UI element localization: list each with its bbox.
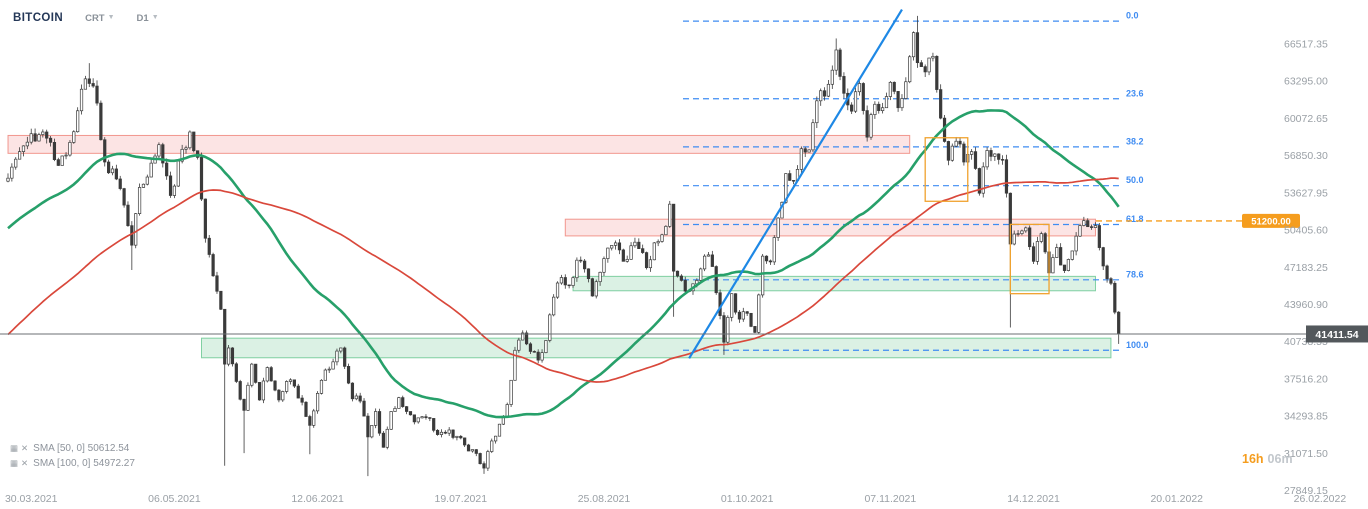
price-axis-label: 56850.30	[1284, 150, 1328, 162]
price-axis-label: 37516.20	[1284, 373, 1328, 385]
fibonacci-retracement[interactable]: 0.0 23.6 38.2 50.0 61.8 78.6 100.0	[683, 11, 1149, 351]
sma-100-line[interactable]	[7, 177, 1119, 383]
price-axis-label: 66517.35	[1284, 39, 1328, 51]
time-axis-label: 07.11.2021	[864, 493, 916, 505]
indicator-row-sma100: ▦ ✕ SMA [100, 0] 54972.27	[10, 456, 135, 471]
candlesticks	[6, 15, 1121, 477]
support-zone[interactable]	[201, 337, 1112, 359]
fib-label: 78.6	[1126, 269, 1144, 279]
chart-type-label: CRT	[85, 13, 105, 24]
price-axis[interactable]: 66517.35 63295.00 60072.65 56850.30 53627.95…	[1284, 39, 1328, 498]
time-axis-label: 30.03.2021	[5, 493, 58, 505]
indicator-row-sma50: ▦ ✕ SMA [50, 0] 50612.54	[10, 441, 135, 456]
price-axis-label: 63295.00	[1284, 76, 1328, 88]
zones	[7, 134, 1112, 359]
fib-label: 50.0	[1126, 175, 1144, 185]
countdown-hours: 16h	[1242, 452, 1264, 466]
indicator-name: SMA [100, 0]	[33, 458, 91, 469]
fib-label: 61.8	[1126, 214, 1144, 224]
chart-header: BITCOIN CRT ▼ D1 ▼	[13, 12, 159, 24]
indicator-remove-icon[interactable]: ✕	[21, 458, 29, 468]
price-alert-value: 51200.00	[1251, 216, 1291, 227]
price-axis-label: 34293.85	[1284, 411, 1328, 423]
fib-label: 23.6	[1126, 88, 1144, 98]
highlight-box[interactable]	[924, 137, 969, 202]
price-axis-label: 31071.50	[1284, 448, 1328, 460]
support-zone[interactable]	[572, 275, 1096, 292]
time-axis-label: 26.02.2022	[1294, 493, 1347, 505]
price-axis-label: 47183.25	[1284, 262, 1328, 274]
countdown-minutes: 06m	[1267, 452, 1293, 466]
indicator-remove-icon[interactable]: ✕	[21, 443, 29, 453]
sma-50-line[interactable]	[7, 109, 1120, 419]
price-axis-label: 53627.95	[1284, 187, 1328, 199]
indicator-settings-icon[interactable]: ▦	[10, 458, 19, 468]
time-axis-label: 20.01.2022	[1150, 493, 1203, 505]
price-alert-badge[interactable]	[1242, 213, 1300, 228]
current-price-value: 41411.54	[1315, 329, 1358, 341]
fib-label: 0.0	[1126, 11, 1139, 21]
indicator-label: SMA [100, 0] 54972.27	[33, 458, 135, 469]
price-axis-label: 27849.15	[1284, 485, 1328, 497]
indicator-settings-icon[interactable]: ▦	[10, 443, 19, 453]
chevron-down-icon: ▼	[151, 14, 159, 21]
symbol-title: BITCOIN	[13, 12, 64, 24]
time-axis-label: 19.07.2021	[435, 493, 488, 505]
indicator-label: SMA [50, 0] 50612.54	[33, 443, 129, 454]
indicator-value: 54972.27	[93, 458, 135, 469]
time-axis-label: 25.08.2021	[578, 493, 631, 505]
chevron-down-icon: ▼	[107, 14, 115, 21]
current-price-badge	[1306, 325, 1368, 343]
indicator-value: 50612.54	[87, 443, 130, 454]
time-axis[interactable]: 30.03.2021 06.05.2021 12.06.2021 19.07.2021…	[5, 493, 1346, 505]
trendline[interactable]	[688, 8, 903, 359]
price-axis-label: 50405.60	[1284, 225, 1328, 237]
resistance-zone[interactable]	[564, 218, 1096, 237]
price-axis-label: 43960.90	[1284, 299, 1328, 311]
fib-label: 38.2	[1126, 136, 1144, 146]
highlight-box[interactable]	[1009, 223, 1050, 295]
resistance-zone[interactable]	[7, 134, 911, 154]
time-axis-label: 06.05.2021	[148, 493, 201, 505]
indicator-legend: ▦ ✕ SMA [50, 0] 50612.54 ▦ ✕ SMA [100, 0] 54…	[10, 441, 135, 471]
price-axis-label: 60072.65	[1284, 113, 1328, 125]
chart-type-selector[interactable]: CRT ▼	[85, 13, 114, 24]
timeframe-label: D1	[136, 13, 149, 24]
candle-countdown: 16h 06m	[1242, 452, 1293, 466]
fib-label: 100.0	[1126, 340, 1149, 350]
time-axis-label: 01.10.2021	[721, 493, 774, 505]
timeframe-selector[interactable]: D1 ▼	[137, 13, 159, 24]
time-axis-label: 14.12.2021	[1007, 493, 1060, 505]
indicator-name: SMA [50, 0]	[33, 443, 85, 454]
time-axis-label: 12.06.2021	[291, 493, 344, 505]
